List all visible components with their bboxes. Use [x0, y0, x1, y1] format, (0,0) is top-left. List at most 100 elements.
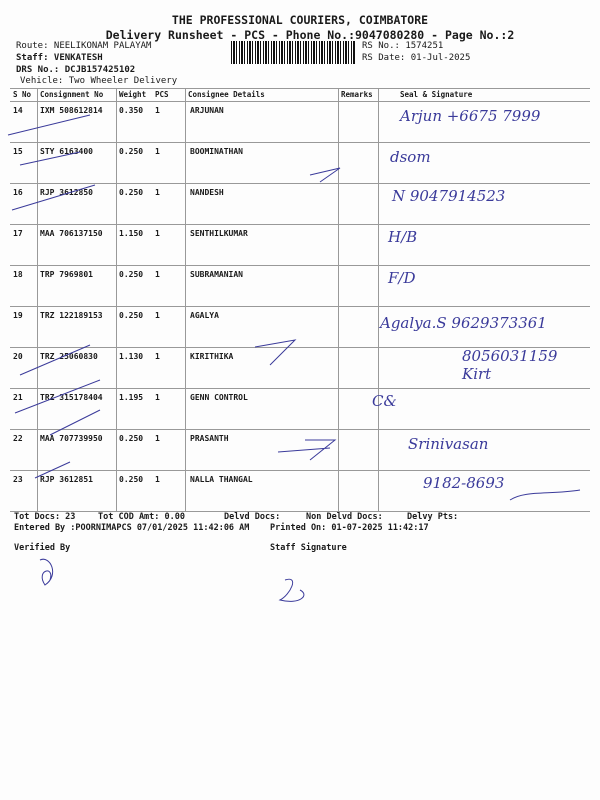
s-no: 23 [13, 475, 23, 484]
consignee: SUBRAMANIAN [190, 270, 243, 279]
pcs: 1 [155, 147, 160, 156]
consignment-no: MAA 706137150 [40, 229, 103, 238]
consignment-no: IXM 508612814 [40, 106, 103, 115]
handwritten-signature: 8056031159 Kirt [462, 347, 558, 383]
pcs: 1 [155, 188, 160, 197]
handwritten-signature: 9182-8693 [423, 474, 505, 492]
printed-on: Printed On: 01-07-2025 11:42:17 [270, 523, 429, 533]
s-no: 19 [13, 311, 23, 320]
col-consignee: Consignee Details [188, 90, 265, 99]
col-remarks: Remarks [341, 90, 373, 99]
table-row: 17 MAA 706137150 1.150 1 SENTHILKUMAR H/B [10, 224, 590, 266]
s-no: 15 [13, 147, 23, 156]
table-row: 21 TRZ 315178404 1.195 1 GENN CONTROL C& [10, 388, 590, 430]
weight: 0.250 [119, 311, 144, 320]
vehicle: Vehicle: Two Wheeler Delivery [20, 76, 178, 86]
row-divider [10, 306, 590, 307]
consignment-no: TRP 7969801 [40, 270, 93, 279]
delivered-docs: Delvd Docs: [224, 512, 281, 522]
entered-by: Entered By :POORNIMAPCS 07/01/2025 11:42… [14, 523, 250, 533]
barcode [231, 41, 355, 64]
consignee: AGALYA [190, 311, 219, 320]
pcs: 1 [155, 311, 160, 320]
handwritten-signature: dsom [390, 148, 431, 166]
table-row: 22 MAA 707739950 0.250 1 PRASANTH Srinivasan [10, 429, 590, 471]
rs-date: RS Date: 01-Jul-2025 [362, 53, 471, 63]
consignee: NANDESH [190, 188, 224, 197]
runsheet-subtitle: Delivery Runsheet - PCS - Phone No.:9047… [105, 28, 515, 42]
s-no: 20 [13, 352, 23, 361]
consignee: SENTHILKUMAR [190, 229, 248, 238]
col-sno: S No [13, 90, 32, 99]
row-divider [10, 183, 590, 184]
consignment-table: S No Consignment No Weight PCS Consignee… [10, 88, 590, 512]
consignment-no: MAA 707739950 [40, 434, 103, 443]
total-docs: Tot Docs: 23 [14, 512, 76, 522]
handwritten-signature: F/D [388, 269, 416, 287]
col-weight: Weight [119, 90, 147, 99]
table-row: 14 IXM 508612814 0.350 1 ARJUNAN Arjun +6675 … [10, 101, 590, 143]
rs-number: RS No.: 1574251 [362, 41, 444, 51]
handwritten-signature: Srinivasan [408, 435, 489, 453]
table-row: 16 RJP 3612850 0.250 1 NANDESH N 9047914523 [10, 183, 590, 225]
consignee: NALLA THANGAL [190, 475, 253, 484]
s-no: 22 [13, 434, 23, 443]
table-row: 23 RJP 3612851 0.250 1 NALLA THANGAL 9182-869… [10, 470, 590, 512]
pcs: 1 [155, 475, 160, 484]
pcs: 1 [155, 229, 160, 238]
col-pcs: PCS [155, 90, 169, 99]
row-divider [10, 265, 590, 266]
row-divider [10, 470, 590, 471]
weight: 0.250 [119, 188, 144, 197]
consignment-no: TRZ 315178404 [40, 393, 103, 402]
row-divider [10, 429, 590, 430]
col-consignment: Consignment No [40, 90, 104, 99]
pcs: 1 [155, 393, 160, 402]
staff: Staff: VENKATESH [16, 53, 103, 63]
s-no: 14 [13, 106, 23, 115]
s-no: 16 [13, 188, 23, 197]
consignee: KIRITHIKA [190, 352, 234, 361]
consignee: GENN CONTROL [190, 393, 248, 402]
s-no: 21 [13, 393, 23, 402]
delivery-points: Delvy Pts: [407, 512, 459, 522]
handwritten-signature: Arjun +6675 7999 [400, 107, 541, 125]
table-row: 19 TRZ 122189153 0.250 1 AGALYA Agalya.S 9629… [10, 306, 590, 348]
consignee: BOOMINATHAN [190, 147, 243, 156]
handwritten-signature: C& [372, 392, 397, 410]
handwritten-signature: N 9047914523 [392, 187, 506, 205]
company-title: THE PROFESSIONAL COURIERS, COIMBATORE [171, 13, 429, 27]
col-seal-signature: Seal & Signature [400, 90, 473, 99]
table-row: 15 STY 6163400 0.250 1 BOOMINATHAN dsom [10, 142, 590, 184]
pcs: 1 [155, 352, 160, 361]
verified-by-label: Verified By [14, 543, 71, 553]
table-row: 20 TRZ 25060830 1.130 1 KIRITHIKA 8056031159 … [10, 347, 590, 389]
row-divider [10, 224, 590, 225]
s-no: 17 [13, 229, 23, 238]
weight: 1.150 [119, 229, 144, 238]
s-no: 18 [13, 270, 23, 279]
consignee: ARJUNAN [190, 106, 224, 115]
weight: 0.250 [119, 475, 144, 484]
row-divider [10, 511, 590, 512]
table-row: 18 TRP 7969801 0.250 1 SUBRAMANIAN F/D [10, 265, 590, 307]
route: Route: NEELIKONAM PALAYAM [16, 41, 152, 51]
weight: 0.250 [119, 434, 144, 443]
handwritten-signature: H/B [388, 228, 418, 246]
drs-number: DRS No.: DCJB157425102 [16, 65, 136, 75]
non-delivered-docs: Non Delvd Docs: [306, 512, 383, 522]
total-cod: Tot COD Amt: 0.00 [98, 512, 185, 522]
consignee: PRASANTH [190, 434, 229, 443]
pcs: 1 [155, 434, 160, 443]
consignment-no: TRZ 25060830 [40, 352, 98, 361]
consignment-no: RJP 3612851 [40, 475, 93, 484]
staff-signature-label: Staff Signature [270, 543, 347, 553]
consignment-no: RJP 3612850 [40, 188, 93, 197]
weight: 1.130 [119, 352, 144, 361]
weight: 0.250 [119, 147, 144, 156]
row-divider [10, 388, 590, 389]
weight: 0.250 [119, 270, 144, 279]
consignment-no: STY 6163400 [40, 147, 93, 156]
